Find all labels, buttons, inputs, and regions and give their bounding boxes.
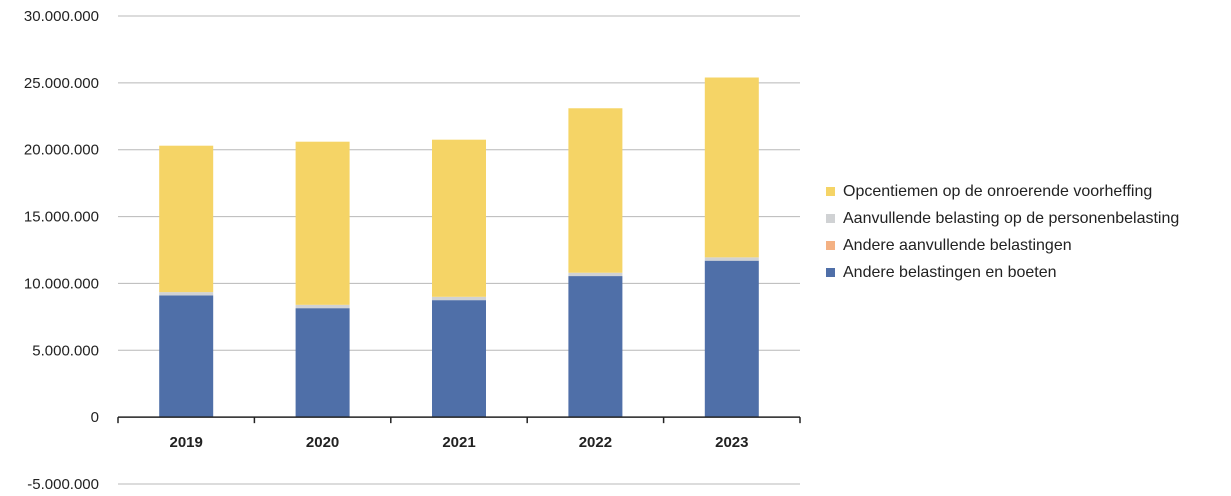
y-tick-label: 5.000.000 (32, 342, 99, 359)
y-tick-label: 10.000.000 (24, 275, 99, 292)
legend-swatch (826, 241, 835, 250)
y-tick-label: 25.000.000 (24, 75, 99, 92)
x-category-label: 2021 (442, 434, 475, 451)
bar-segment (159, 145, 214, 293)
x-axis-category-labels: 2019 2020 2021 2022 2023 (170, 434, 749, 451)
bar-segment (432, 296, 486, 301)
bar-segment (295, 304, 350, 309)
legend-item-opcentiemen: Opcentiemen op de onroerende voorheffing (826, 178, 1179, 205)
legend-swatch (826, 268, 835, 277)
legend-item-andere-aanvullende: Andere aanvullende belastingen (826, 232, 1179, 259)
bar-segment (568, 272, 623, 277)
legend-label: Andere aanvullende belastingen (843, 236, 1072, 254)
x-category-label: 2020 (306, 434, 339, 451)
bar-segment (295, 308, 350, 418)
legend-swatch (826, 187, 835, 196)
legend-item-aanvullende-personenbelasting: Aanvullende belasting op de personenbela… (826, 205, 1179, 232)
bar-segment (704, 260, 759, 418)
bar-segment (432, 300, 486, 418)
bar-segment (704, 257, 759, 261)
bar-segment (295, 141, 350, 305)
legend-label: Opcentiemen op de onroerende voorheffing (843, 182, 1153, 200)
x-category-label: 2022 (579, 434, 612, 451)
bar-segment (704, 77, 759, 258)
legend-label: Andere belastingen en boeten (843, 263, 1057, 281)
y-tick-label: 30.000.000 (24, 8, 99, 25)
bar-segment (568, 108, 623, 273)
legend-swatch (826, 214, 835, 223)
y-axis-tick-labels: 30.000.000 25.000.000 20.000.000 15.000.000… (24, 8, 99, 493)
bar-segment (159, 295, 214, 418)
legend: Opcentiemen op de onroerende voorheffing… (826, 178, 1179, 286)
y-tick-label: 0 (91, 409, 99, 426)
x-axis (117, 416, 801, 424)
legend-item-andere-belastingen: Andere belastingen en boeten (826, 259, 1179, 286)
bar-segment (568, 276, 623, 418)
y-tick-label: -5.000.000 (27, 476, 99, 493)
y-tick-label: 15.000.000 (24, 209, 99, 226)
legend-label: Aanvullende belasting op de personenbela… (843, 209, 1180, 227)
y-tick-label: 20.000.000 (24, 142, 99, 159)
bar-segment (432, 139, 486, 297)
bar-segment (159, 292, 214, 296)
x-category-label: 2023 (715, 434, 748, 451)
bar-stacks (159, 77, 759, 418)
x-category-label: 2019 (170, 434, 203, 451)
